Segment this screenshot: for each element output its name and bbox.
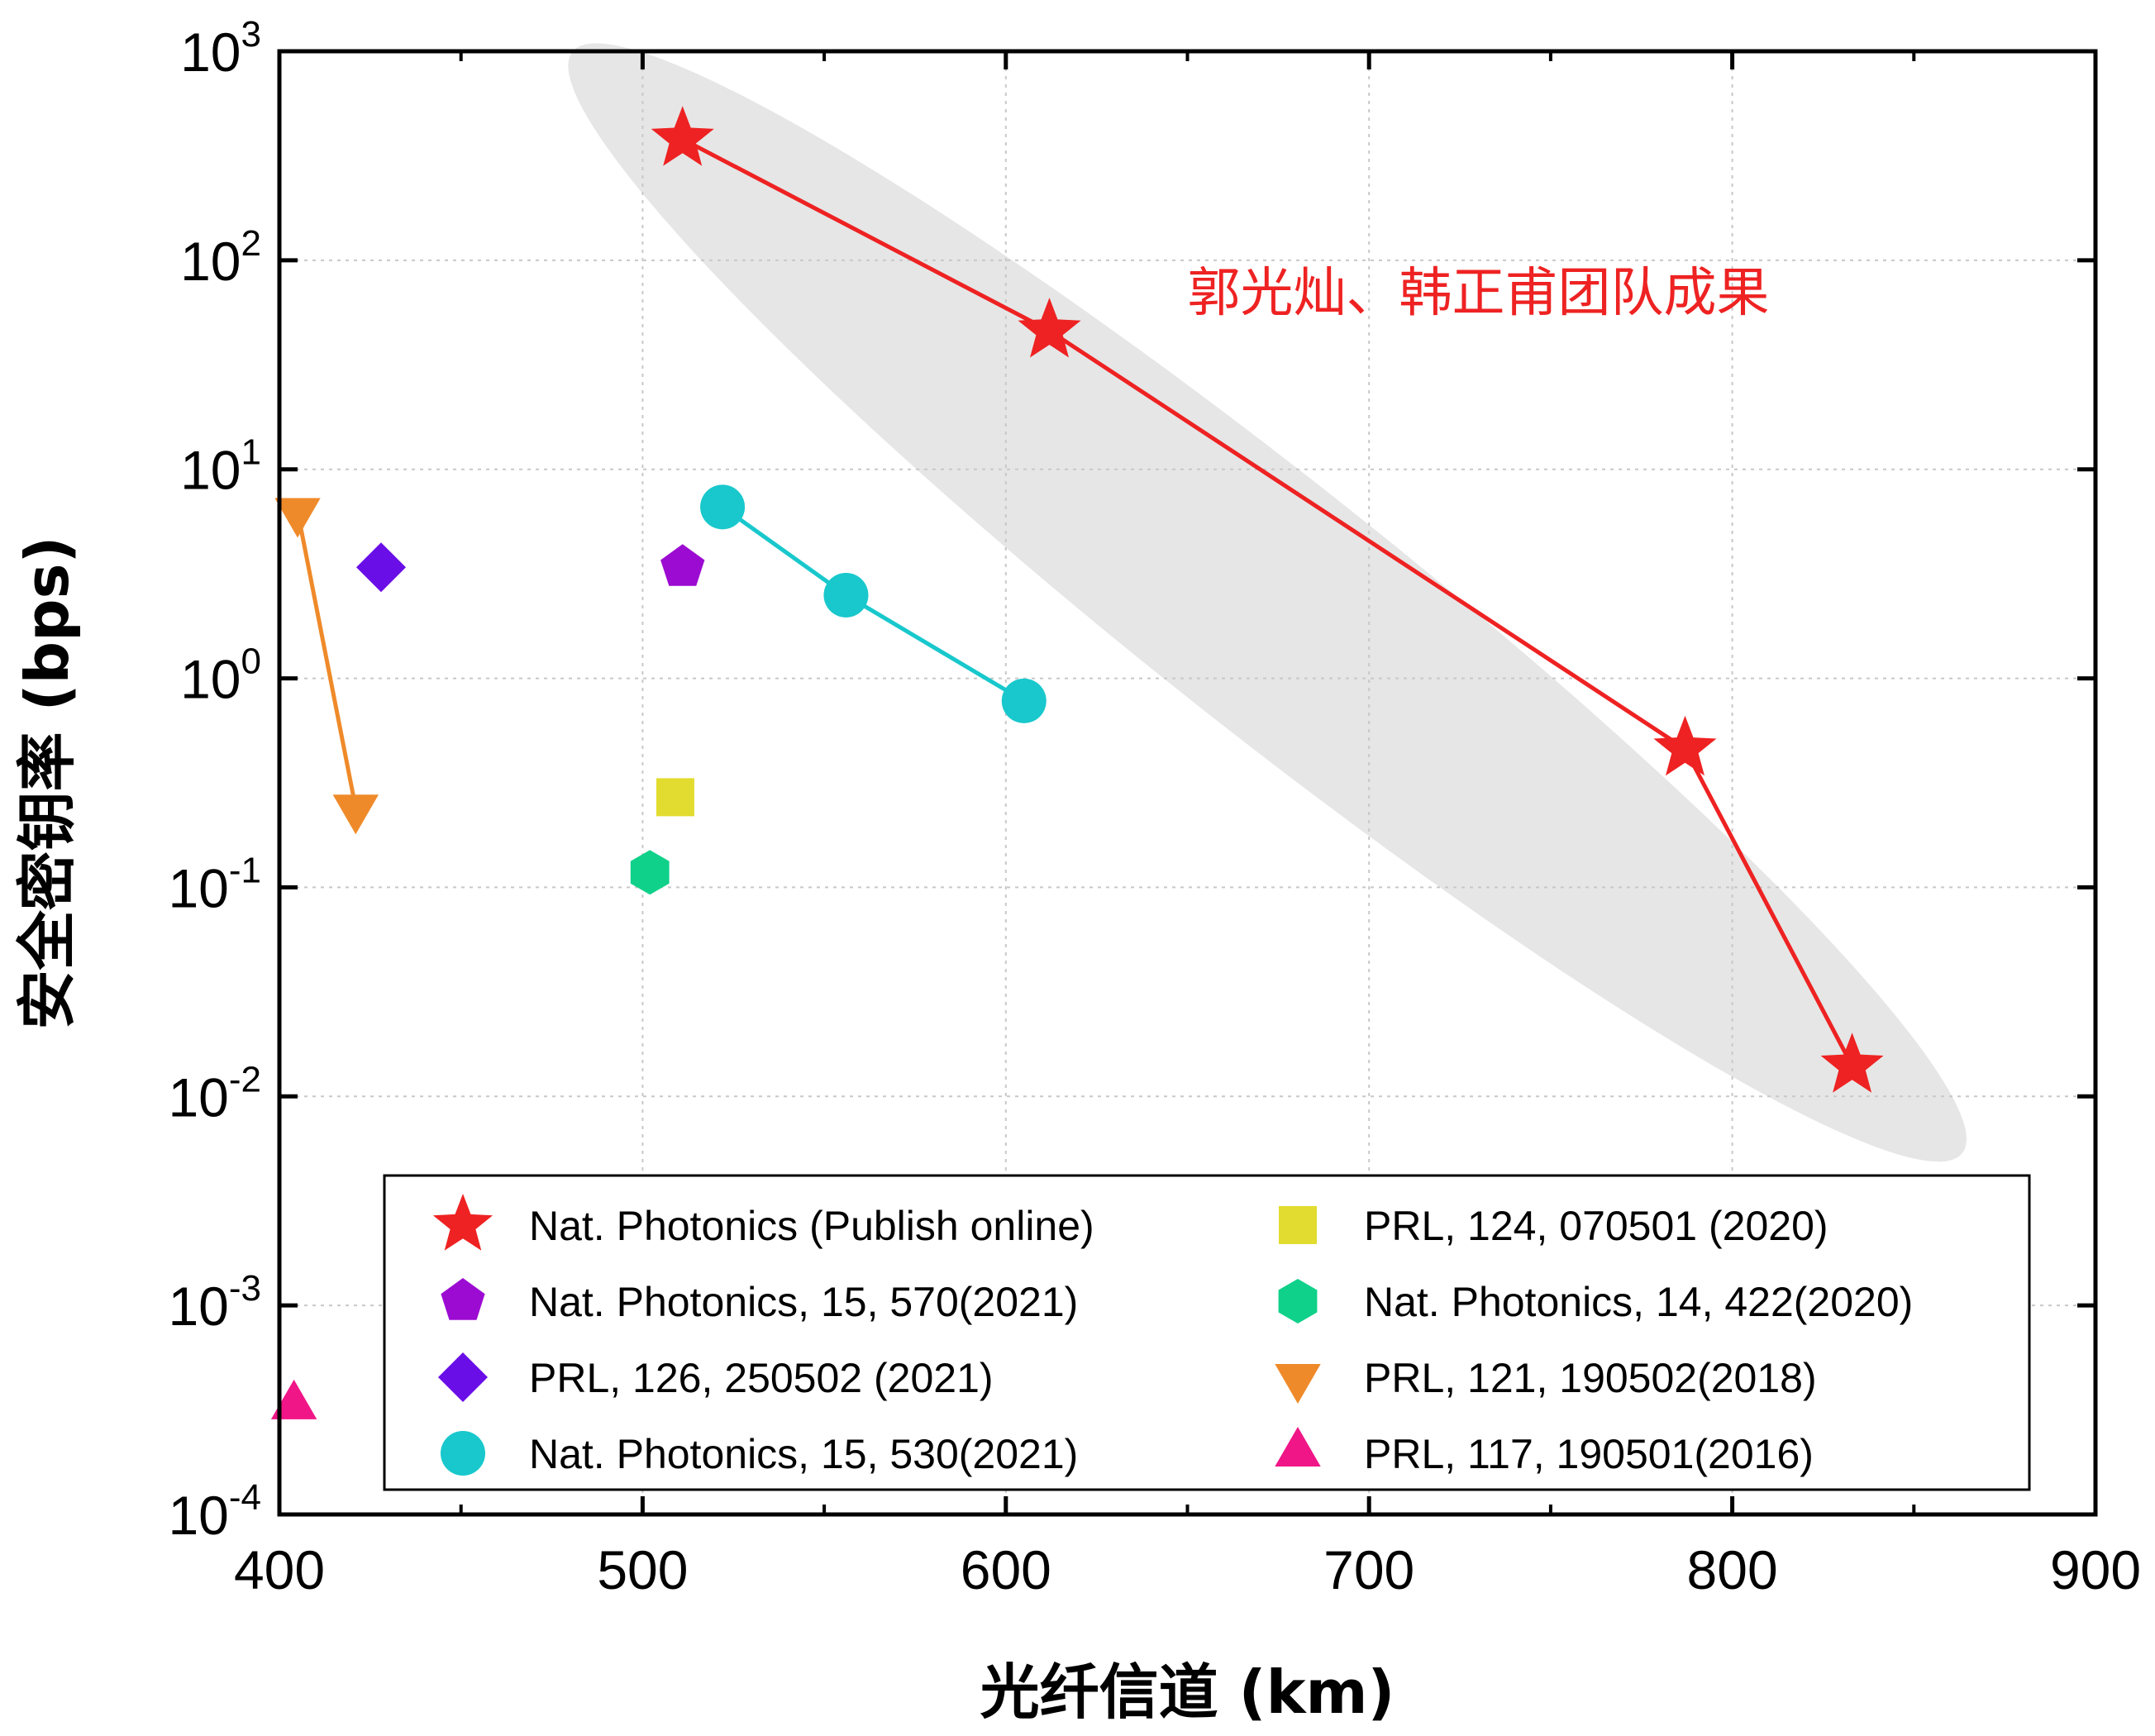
legend-marker-4 [1279, 1206, 1317, 1244]
legend-label: PRL, 126, 250502 (2021) [529, 1355, 994, 1401]
y-tick-label: 10-2 [168, 1059, 261, 1128]
legend-label: Nat. Photonics, 15, 530(2021) [529, 1431, 1078, 1477]
data-point-circle-3-2 [1001, 678, 1047, 723]
x-tick-label: 700 [1323, 1539, 1414, 1600]
y-tick-label: 101 [180, 432, 261, 501]
data-point-star-0-3 [1820, 1033, 1884, 1093]
legend-marker-2 [438, 1352, 488, 1402]
data-point-star-0-0 [651, 106, 714, 166]
series-line-3 [721, 505, 1026, 703]
data-point-triangle-up-7-0 [270, 1379, 317, 1419]
y-tick-label: 10-1 [168, 850, 261, 918]
data-point-square-4-0 [656, 778, 694, 817]
data-point-triangle-down-6-1 [332, 794, 379, 835]
data-point-star-0-1 [1018, 298, 1081, 358]
y-tick-label: 10-3 [168, 1268, 261, 1337]
y-tick-label: 102 [180, 223, 261, 292]
legend-label: PRL, 121, 190502(2018) [1364, 1355, 1817, 1401]
x-axis-title: 光纤信道 (km) [980, 1657, 1395, 1727]
legend-marker-3 [441, 1431, 485, 1476]
legend-label: Nat. Photonics, 15, 570(2021) [529, 1279, 1078, 1325]
y-axis-title: 安全密钥率 (bps) [12, 537, 82, 1030]
legend-label: Nat. Photonics, 14, 422(2020) [1364, 1279, 1913, 1325]
legend-marker-5 [1278, 1279, 1318, 1323]
legend-box [383, 1174, 2031, 1491]
legend-marker-1 [441, 1278, 485, 1320]
legend-label: PRL, 117, 190501(2016) [1364, 1431, 1814, 1477]
data-point-triangle-down-6-0 [274, 498, 321, 538]
y-tick-label: 103 [180, 14, 261, 83]
x-tick-label: 900 [2050, 1539, 2141, 1600]
data-point-circle-3-1 [823, 572, 869, 618]
data-point-hexagon-5-0 [630, 850, 670, 895]
data-point-pentagon-1-0 [660, 544, 705, 586]
data-point-circle-3-0 [700, 484, 746, 530]
series-line-6 [295, 511, 358, 808]
y-tick-label: 10-4 [168, 1477, 261, 1546]
x-tick-label: 600 [961, 1539, 1051, 1600]
highlight-ellipse [568, 43, 1967, 1162]
x-tick-label: 400 [234, 1539, 325, 1600]
legend-label: Nat. Photonics (Publish online) [529, 1203, 1094, 1249]
legend-marker-0 [432, 1194, 493, 1251]
legend-label: PRL, 124, 070501 (2020) [1364, 1203, 1828, 1249]
legend-marker-6 [1275, 1364, 1321, 1404]
y-tick-label: 100 [180, 641, 261, 710]
annotation-text: 郭光灿、韩正甫团队成果 [1188, 263, 1770, 324]
data-point-star-0-2 [1653, 715, 1717, 776]
x-tick-label: 500 [597, 1539, 688, 1600]
data-point-diamond-2-0 [356, 542, 406, 593]
x-tick-label: 800 [1687, 1539, 1778, 1600]
legend-marker-7 [1275, 1427, 1321, 1467]
series-line-0 [681, 137, 1854, 1067]
